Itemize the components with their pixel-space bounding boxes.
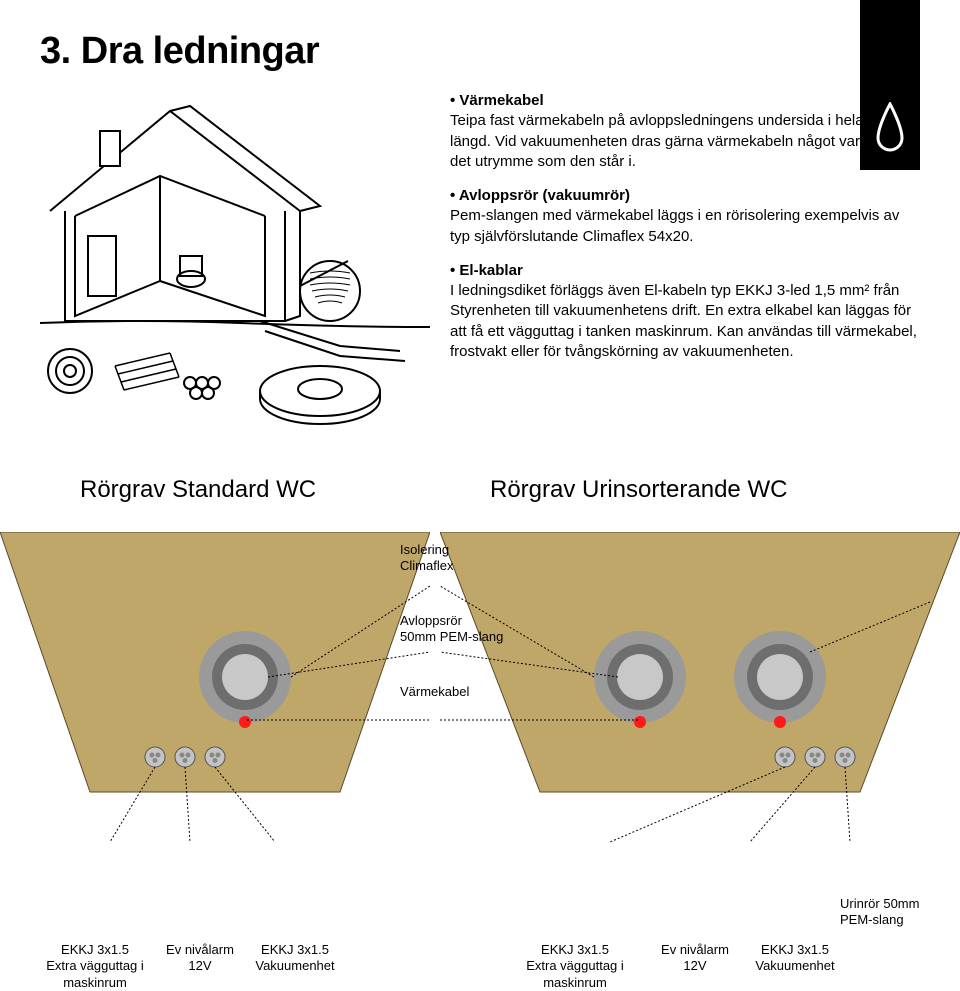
label-urinror: Urinrör 50mm PEM-slang xyxy=(840,896,960,929)
rorgrav-right-title: Rörgrav Urinsorterande WC xyxy=(470,476,880,504)
label-ekkj-extra-left: EKKJ 3x1.5 Extra vägguttag i maskinrum xyxy=(30,942,160,991)
label-ekkj-vak-left: EKKJ 3x1.5 Vakuumenhet xyxy=(240,942,350,975)
section-body: Teipa fast värmekabeln på avloppsledning… xyxy=(450,112,908,170)
center-labels: Isolering Climaflex Avloppsrör 50mm PEM-… xyxy=(400,542,560,740)
label-nivalarm-right: Ev nivålarm 12V xyxy=(650,942,740,975)
section-header: Avloppsrör (vakuumrör) xyxy=(450,187,630,204)
side-tab xyxy=(860,0,920,170)
label-avlopp: Avloppsrör 50mm PEM-slang xyxy=(400,613,560,644)
label-varmekabel: Värmekabel xyxy=(400,684,560,700)
page-title: 3. Dra ledningar xyxy=(40,30,920,73)
section-header: El-kablar xyxy=(450,262,523,279)
label-nivalarm-left: Ev nivålarm 12V xyxy=(155,942,245,975)
trench-diagrams: Isolering Climaflex Avloppsrör 50mm PEM-… xyxy=(0,522,960,942)
house-illustration xyxy=(40,91,430,436)
section-header: Värmekabel xyxy=(450,92,544,109)
text-column: Värmekabel Teipa fast värmekabeln på avl… xyxy=(450,91,920,436)
label-ekkj-extra-right: EKKJ 3x1.5 Extra vägguttag i maskinrum xyxy=(510,942,640,991)
section-body: Pem-slangen med värmekabel läggs i en rö… xyxy=(450,207,899,244)
label-isolering: Isolering Climaflex xyxy=(400,542,560,573)
rorgrav-left-title: Rörgrav Standard WC xyxy=(80,476,470,504)
section-body: I ledningsdiket förläggs även El-kabeln … xyxy=(450,282,917,360)
label-ekkj-vak-right: EKKJ 3x1.5 Vakuumenhet xyxy=(740,942,850,975)
